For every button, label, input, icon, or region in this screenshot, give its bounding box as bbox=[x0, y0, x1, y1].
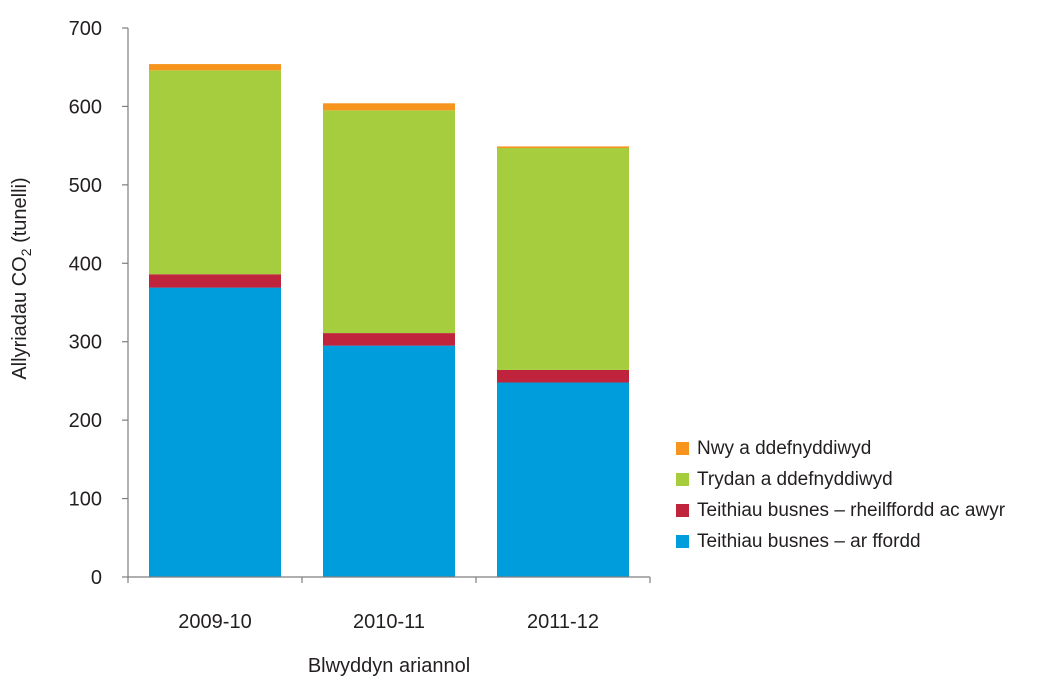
bar-segment bbox=[149, 274, 281, 288]
legend-swatch bbox=[676, 473, 689, 486]
bar-segment bbox=[323, 110, 455, 334]
legend-swatch bbox=[676, 504, 689, 517]
x-tick-label: 2010-11 bbox=[353, 611, 425, 633]
y-tick-label: 100 bbox=[69, 489, 102, 511]
x-ticks-group: 2009-10 2010-11 2011-12 bbox=[127, 577, 651, 633]
legend-label: Teithiau busnes – rheilffordd ac awyr bbox=[697, 500, 1006, 521]
bar-segment bbox=[497, 147, 629, 370]
y-tick-label: 200 bbox=[69, 410, 102, 432]
bars-group bbox=[149, 64, 629, 577]
bar-segment bbox=[149, 287, 281, 577]
y-tick-label: 0 bbox=[91, 567, 102, 589]
y-axis-title-main: Allyriadau CO bbox=[9, 256, 31, 379]
legend-label: Teithiau busnes – ar ffordd bbox=[697, 531, 921, 552]
legend-label: Nwy a ddefnyddiwyd bbox=[697, 438, 871, 459]
legend-swatch bbox=[676, 442, 689, 455]
x-tick-label: 2009-10 bbox=[178, 611, 251, 633]
bar-segment bbox=[323, 103, 455, 111]
legend: Nwy a ddefnyddiwyd Trydan a ddefnyddiwyd T… bbox=[676, 438, 1006, 552]
bar-segment bbox=[149, 70, 281, 275]
legend-label: Trydan a ddefnyddiwyd bbox=[697, 469, 893, 490]
bar-segment bbox=[497, 369, 629, 383]
bar-segment bbox=[497, 382, 629, 577]
bar-segment bbox=[323, 333, 455, 346]
legend-swatch bbox=[676, 535, 689, 548]
y-ticks-group: 0 100 200 300 400 500 600 700 bbox=[69, 18, 128, 589]
x-axis-title: Blwyddyn ariannol bbox=[308, 655, 470, 677]
bar-segment bbox=[323, 345, 455, 577]
y-tick-label: 300 bbox=[69, 332, 102, 354]
y-axis-title-tail: (tunelli) bbox=[9, 177, 31, 248]
x-tick-label: 2011-12 bbox=[527, 611, 599, 633]
bar-segment bbox=[149, 64, 281, 71]
bar-segment bbox=[497, 146, 629, 148]
y-axis-title: Allyriadau CO2 (tunelli) bbox=[9, 177, 34, 379]
y-tick-label: 700 bbox=[69, 18, 102, 40]
y-tick-label: 400 bbox=[69, 253, 102, 275]
y-axis-title-subscript: 2 bbox=[18, 248, 34, 256]
y-tick-label: 600 bbox=[69, 96, 102, 118]
y-tick-label: 500 bbox=[69, 175, 102, 197]
